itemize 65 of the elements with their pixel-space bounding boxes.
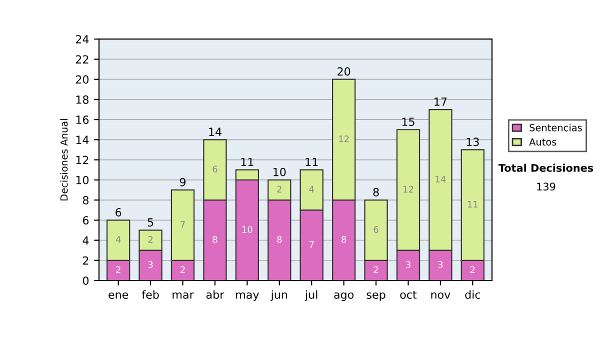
y-tick-label: 14 [76, 136, 89, 144]
total-label: 15 [402, 118, 414, 126]
data-label: 4 [116, 236, 121, 243]
text: Total Decisiones [498, 164, 594, 172]
data-label: 7 [309, 241, 314, 248]
x-tick-label: oct [400, 290, 417, 299]
data-label: 3 [148, 261, 153, 268]
y-tick-label: 16 [76, 116, 89, 124]
total-label: 20 [338, 67, 350, 76]
data-label: 10 [242, 226, 252, 233]
y-axis-title: Decisiones Anual [60, 119, 68, 200]
data-label: 12 [339, 135, 349, 142]
x-tick-label: nov [431, 292, 450, 299]
y-tick-label: 10 [76, 176, 89, 184]
data-label: 7 [180, 221, 185, 228]
total-label: 8 [373, 188, 379, 196]
data-label: 2 [180, 266, 185, 273]
y-tick-label: 12 [76, 156, 88, 164]
data-label: 6 [374, 226, 378, 233]
y-tick-label: 22 [76, 55, 88, 64]
y-tick-label: 4 [82, 236, 89, 244]
data-label: 4 [309, 186, 314, 192]
data-label: 2 [148, 236, 153, 243]
legend-label: Autos [529, 138, 556, 146]
data-label: 2 [374, 266, 378, 273]
data-label: 2 [277, 186, 282, 192]
total-label: 13 [466, 138, 479, 146]
x-tick-label: ene [108, 292, 128, 299]
total-label: 11 [306, 158, 318, 166]
data-label: 3 [438, 261, 443, 268]
x-tick-label: ago [334, 292, 354, 301]
y-tick-label: 18 [76, 95, 89, 104]
y-tick-label: 6 [82, 216, 89, 225]
x-tick-label: abr [206, 290, 224, 299]
y-tick-label: 8 [82, 196, 89, 204]
data-label: 11 [468, 200, 478, 208]
y-tick-label: 24 [76, 35, 89, 44]
total-label: 5 [148, 218, 154, 227]
x-tick-label: dic [465, 290, 480, 299]
x-tick-label: feb [142, 290, 159, 299]
data-label: 2 [470, 266, 475, 273]
x-tick-label: mar [172, 292, 194, 299]
data-label: 6 [212, 166, 218, 172]
data-label: 3 [406, 261, 410, 268]
y-tick-label: 0 [82, 276, 89, 285]
x-tick-label: jul [304, 290, 318, 301]
data-label: 12 [403, 186, 414, 192]
legend-label: Sentencias [530, 124, 582, 132]
total-label: 14 [209, 128, 222, 136]
data-label: 8 [342, 236, 346, 243]
data-label: 8 [277, 236, 282, 243]
total-label: 11 [241, 158, 254, 166]
data-label: 8 [212, 236, 218, 243]
x-tick-label: may [236, 292, 259, 301]
total-label: 6 [116, 208, 122, 216]
total-label: 10 [274, 168, 286, 176]
data-label: 2 [116, 266, 120, 273]
x-tick-label: jun [270, 290, 288, 301]
y-tick-label: 20 [76, 75, 89, 84]
y-tick-label: 2 [83, 256, 88, 265]
text: 139 [537, 182, 556, 191]
data-label: 14 [436, 176, 446, 182]
x-tick-label: sep [366, 292, 386, 301]
total-label: 17 [434, 98, 447, 106]
total-label: 9 [180, 178, 186, 186]
